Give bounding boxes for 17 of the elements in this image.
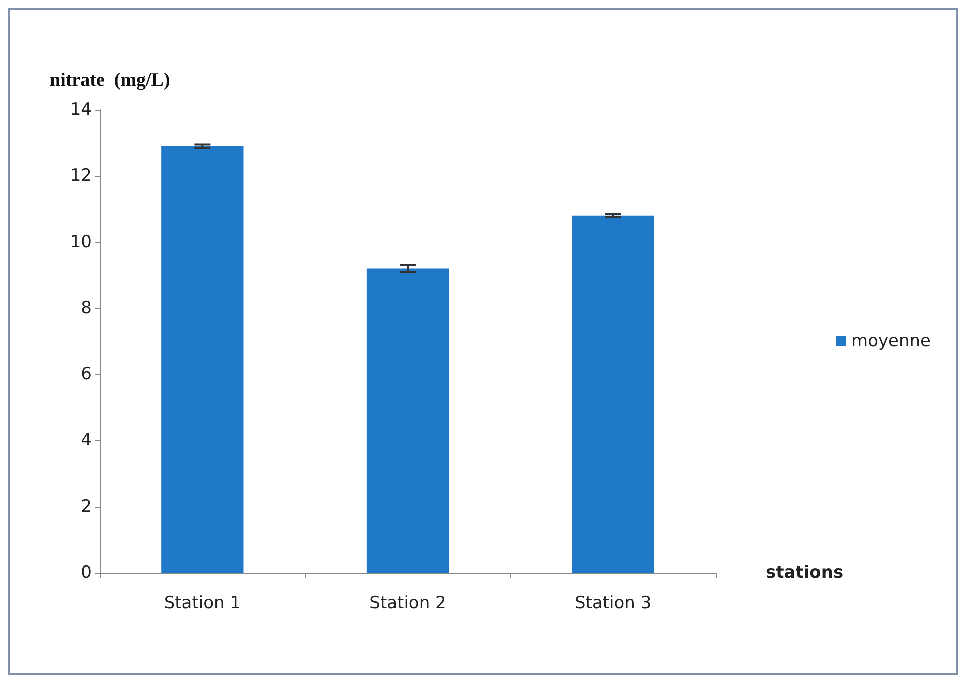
- y-axis-title: nitrate (mg/L): [50, 70, 170, 91]
- y-tick-label: 14: [70, 100, 92, 120]
- y-tick-label: 4: [81, 430, 92, 451]
- y-tick-label: 10: [70, 232, 92, 252]
- y-tick-label: 6: [81, 364, 92, 385]
- y-tick-label: 8: [81, 298, 92, 318]
- y-tick-label: 0: [81, 563, 92, 583]
- bar: [162, 146, 244, 573]
- y-tick-label: 12: [70, 166, 92, 186]
- bar: [572, 216, 654, 573]
- y-tick-label: 2: [81, 496, 92, 517]
- x-axis-title: stations: [766, 563, 844, 583]
- bar: [366, 268, 450, 573]
- x-tick-label: Station 2: [370, 594, 446, 614]
- x-tick-label: Station 3: [574, 594, 652, 614]
- x-tick-label: Station 1: [164, 594, 242, 614]
- legend-label: moyenne: [852, 332, 932, 352]
